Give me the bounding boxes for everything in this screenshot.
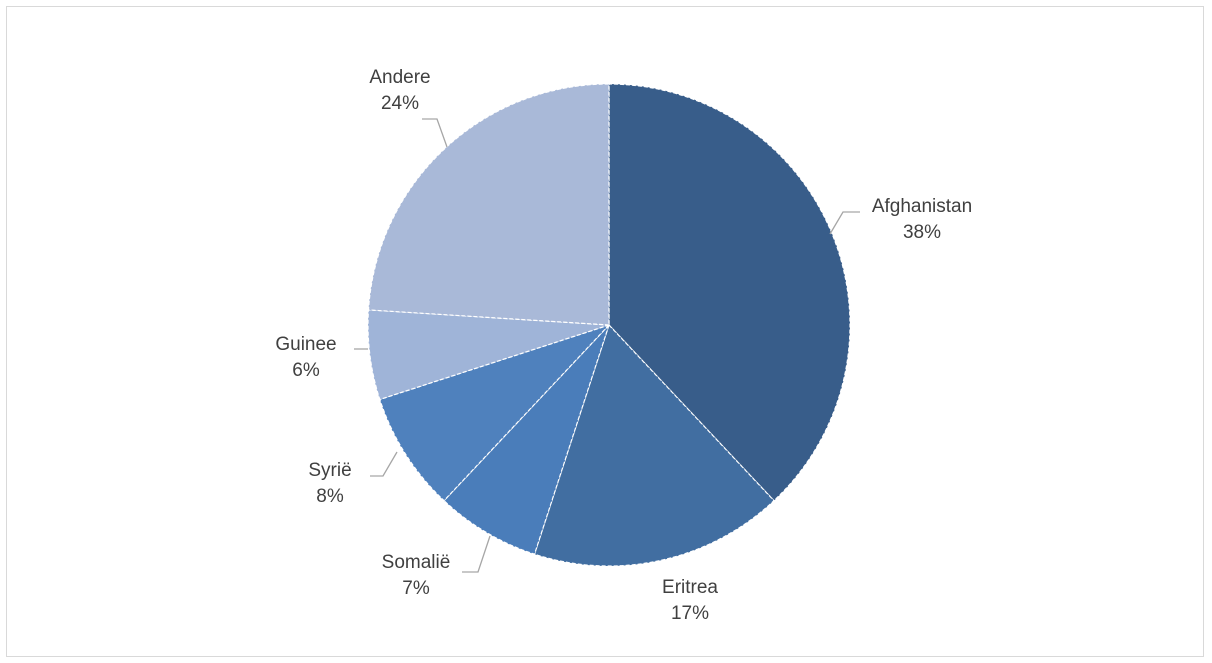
leader-line bbox=[462, 535, 491, 573]
leader-line bbox=[422, 118, 448, 148]
slice-value-label: 6% bbox=[292, 360, 320, 381]
pie-slice-eritrea bbox=[533, 323, 775, 567]
slice-value-label: 17% bbox=[671, 603, 709, 624]
leader-line bbox=[829, 211, 860, 235]
slice-category-label: Eritrea bbox=[662, 577, 718, 598]
slice-value-label: 38% bbox=[903, 222, 941, 243]
slice-value-label: 8% bbox=[316, 486, 344, 507]
pie-slice-syri- bbox=[379, 324, 610, 502]
pie-slice-somali- bbox=[443, 324, 610, 555]
slice-category-label: Afghanistan bbox=[872, 196, 972, 217]
slice-category-label: Syrië bbox=[308, 460, 351, 481]
leader-line bbox=[370, 451, 398, 477]
slice-category-label: Andere bbox=[369, 67, 430, 88]
slice-category-label: Guinee bbox=[275, 334, 336, 355]
slice-value-label: 24% bbox=[381, 93, 419, 114]
slice-value-label: 7% bbox=[402, 578, 430, 599]
slice-category-label: Somalië bbox=[382, 552, 451, 573]
pie-slice-afghanistan bbox=[608, 83, 851, 502]
pie-slice-andere bbox=[367, 83, 610, 326]
